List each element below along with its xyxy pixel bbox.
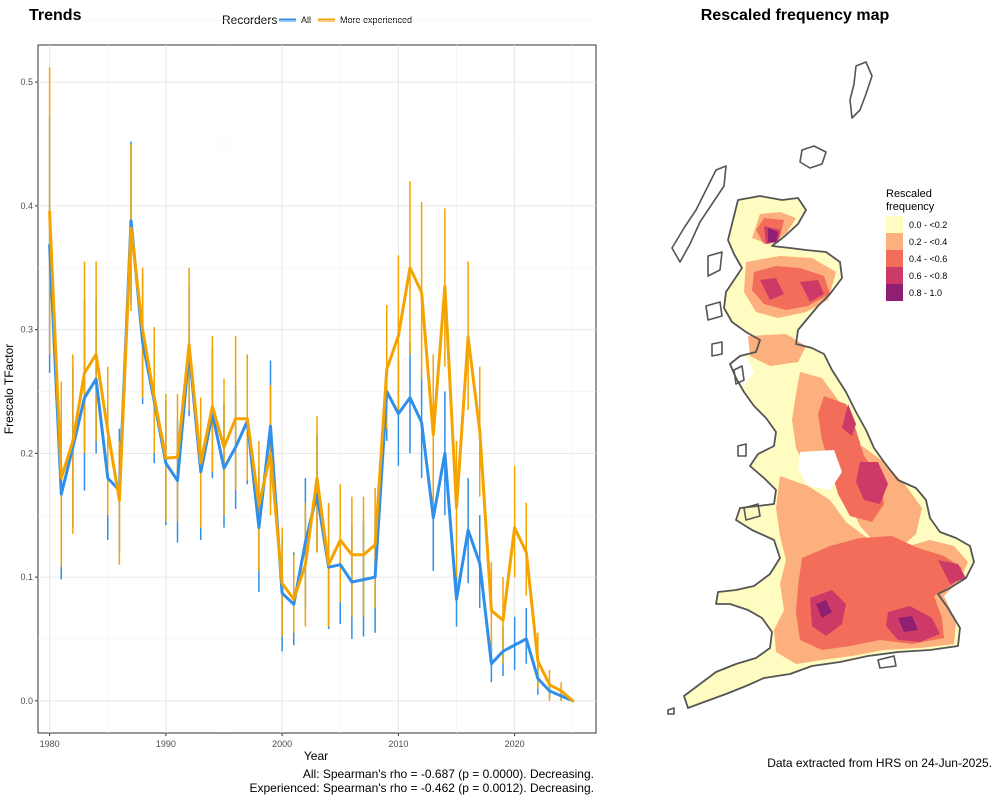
map-legend-title-line1: Rescaled (886, 188, 932, 200)
map-legend-swatch-3 (886, 250, 903, 267)
map-legend-swatch-1 (886, 216, 903, 233)
x-tick-label: 2020 (505, 739, 525, 749)
series-line-experienced (48, 210, 575, 703)
island-outer-hebrides (671, 165, 727, 263)
line-layer (48, 210, 575, 703)
y-tick-label: 0.5 (20, 77, 33, 87)
map-band-0.4-0.6 (752, 218, 962, 650)
trends-plot: 0.0 0.1 0.2 0.3 0.4 0.5 1980 1990 2000 2010 2020 (20, 19, 597, 749)
map-legend-label-5: 0.8 - 1.0 (909, 288, 942, 298)
map-legend-swatch-5 (886, 284, 903, 301)
stats-line-all: All: Spearman's rho = -0.687 (p = 0.0000… (303, 767, 594, 781)
island-arran (733, 365, 745, 385)
y-tick-label: 0.1 (20, 572, 33, 582)
island-mull (705, 301, 723, 321)
island-man (737, 443, 747, 457)
y-tick-label: 0.0 (20, 696, 33, 706)
map-legend-swatch-4 (886, 267, 903, 284)
map-legend-label-1: 0.0 - <0.2 (909, 220, 947, 230)
map-gap-central (798, 450, 842, 490)
map-legend-title-line2: frequency (886, 201, 935, 213)
x-tick-label: 1980 (40, 739, 60, 749)
x-tick-label: 2000 (272, 739, 292, 749)
y-tick-label: 0.3 (20, 325, 33, 335)
map-coastline (683, 195, 975, 709)
map-legend: Rescaled frequency 0.0 - <0.2 0.2 - <0.4… (886, 188, 947, 301)
map-islands (667, 61, 897, 715)
map-footer: Data extracted from HRS on 24-Jun-2025. (767, 756, 992, 770)
island-skye (707, 251, 723, 277)
y-tick-label: 0.4 (20, 201, 33, 211)
island-shetland (849, 61, 873, 119)
island-wight (877, 655, 897, 669)
island-scilly (667, 707, 675, 715)
x-tick-label: 2010 (388, 739, 408, 749)
island-anglesey (743, 503, 761, 521)
map-legend-label-4: 0.6 - <0.8 (909, 271, 947, 281)
island-islay (711, 341, 723, 357)
y-axis-title: Frescalo TFactor (2, 344, 16, 434)
x-axis-title: Year (304, 749, 328, 763)
plot-panel-border (37, 44, 597, 734)
tick-layer: 0.0 0.1 0.2 0.3 0.4 0.5 1980 1990 2000 2010 2020 (20, 77, 524, 749)
map-legend-label-3: 0.4 - <0.6 (909, 254, 947, 264)
frequency-map (667, 61, 975, 715)
stats-line-experienced: Experienced: Spearman's rho = -0.462 (p … (250, 781, 595, 795)
y-tick-label: 0.2 (20, 448, 33, 458)
trends-title: Trends (29, 7, 82, 24)
map-legend-label-2: 0.2 - <0.4 (909, 237, 947, 247)
x-tick-label: 1990 (156, 739, 176, 749)
island-orkney (799, 145, 827, 169)
map-title: Rescaled frequency map (701, 7, 890, 24)
map-legend-swatch-2 (886, 233, 903, 250)
